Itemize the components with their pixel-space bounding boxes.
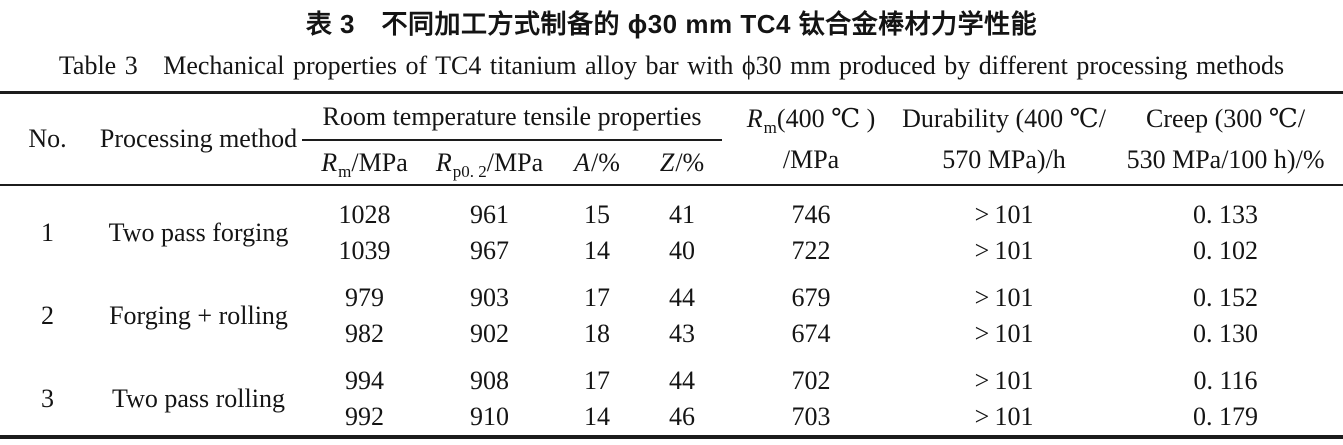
- rm-subscript: m: [338, 161, 352, 181]
- cell-reduction: 44: [669, 366, 696, 395]
- cell-rm-400: 674: [791, 319, 831, 348]
- rp02-symbol: R: [435, 147, 452, 177]
- cell-rm: 992: [345, 402, 384, 431]
- mechanical-properties-table: No. Processing method Room temperature t…: [0, 91, 1343, 439]
- cell-durability: > 101: [974, 319, 1034, 348]
- col-header-rm-400: Rm(400 ℃ ) /MPa: [722, 93, 900, 186]
- cell-rm: 1028: [338, 200, 391, 229]
- cell-rp02: 902: [470, 319, 509, 348]
- table-row: 982 902 18 43 674 > 101 0. 130: [0, 316, 1343, 352]
- cell-creep: 0. 102: [1193, 236, 1259, 265]
- cell-rp02: 903: [470, 283, 509, 312]
- col-group-header-tensile: Room temperature tensile properties: [302, 92, 723, 141]
- cell-rm: 982: [345, 319, 384, 348]
- a-symbol: A: [574, 147, 590, 177]
- paper-table-figure: 表 3 不同加工方式制备的 ϕ30 mm TC4 钛合金棒材力学性能 Table…: [0, 9, 1343, 445]
- a-unit: /%: [591, 147, 620, 177]
- cell-elongation: 17: [584, 366, 610, 395]
- table-row: 1039 967 14 40 722 > 101 0. 102: [0, 233, 1343, 269]
- header-row-1: No. Processing method Room temperature t…: [0, 92, 1343, 174]
- col-header-rm: Rm/MPa: [302, 140, 427, 185]
- page-body: { "titles": { "chinese": "表 3 不同加工方式制备的 …: [0, 9, 1343, 445]
- cell-reduction: 46: [669, 402, 696, 431]
- cell-no: 2: [41, 301, 54, 330]
- cell-rm: 994: [345, 366, 384, 395]
- rm-400-condition: (400 ℃ ): [776, 104, 876, 133]
- cell-durability: > 101: [974, 402, 1034, 431]
- cell-reduction: 44: [669, 283, 696, 312]
- table-row: 992 910 14 46 703 > 101 0. 179: [0, 399, 1343, 437]
- header-row-2: Rm/MPa Rp0. 2/MPa A/% Z/%: [0, 140, 1343, 185]
- durability-line2: 570 MPa)/h: [942, 145, 1066, 174]
- table-row: 3 Two pass rolling 994 908 17 44 702 > 1…: [0, 352, 1343, 413]
- cell-no: 3: [41, 384, 54, 413]
- col-header-durability: Durability (400 ℃/ 570 MPa)/h: [900, 93, 1108, 186]
- col-header-processing-method: Processing method: [99, 124, 298, 153]
- cell-no: 1: [41, 218, 54, 247]
- cell-reduction: 43: [669, 319, 696, 348]
- cell-rm: 1039: [338, 236, 391, 265]
- rm-unit: /MPa: [351, 147, 408, 177]
- creep-line1: Creep (300 ℃/: [1146, 104, 1306, 133]
- cell-creep: 0. 152: [1193, 283, 1259, 312]
- cell-creep: 0. 133: [1193, 200, 1259, 229]
- cell-reduction: 41: [669, 200, 696, 229]
- cell-durability: > 101: [974, 236, 1034, 265]
- cell-creep: 0. 116: [1193, 366, 1258, 395]
- col-header-no: No.: [28, 124, 67, 153]
- rp02-unit: /MPa: [486, 147, 544, 177]
- cell-rm-400: 722: [791, 236, 831, 265]
- cell-processing-method: Two pass forging: [108, 218, 289, 247]
- cell-rm-400: 703: [791, 402, 831, 431]
- col-header-reduction: Z/%: [642, 140, 722, 185]
- rm-400-line2: /MPa: [782, 145, 840, 174]
- table-header: No. Processing method Room temperature t…: [0, 92, 1343, 185]
- col-header-elongation: A/%: [552, 140, 642, 185]
- cell-durability: > 101: [974, 200, 1034, 229]
- col-header-rp02: Rp0. 2/MPa: [427, 140, 552, 185]
- cell-elongation: 17: [584, 283, 610, 312]
- rm-400-symbol: R: [746, 104, 763, 133]
- cell-elongation: 14: [584, 236, 610, 265]
- rm-400-line1: Rm(400 ℃ ): [722, 98, 900, 139]
- cell-rm-400: 702: [791, 366, 831, 395]
- table-caption-chinese: 表 3 不同加工方式制备的 ϕ30 mm TC4 钛合金棒材力学性能: [305, 9, 1038, 39]
- cell-rp02: 910: [470, 402, 509, 431]
- cell-elongation: 14: [584, 402, 610, 431]
- cell-rm: 979: [345, 283, 384, 312]
- table-group-2: 2 Forging + rolling 979 903 17 44 679 > …: [0, 269, 1343, 352]
- durability-line1: Durability (400 ℃/: [902, 104, 1106, 133]
- col-header-creep: Creep (300 ℃/ 530 MPa/100 h)/%: [1108, 93, 1343, 186]
- cell-rp02: 967: [470, 236, 509, 265]
- cell-creep: 0. 130: [1193, 319, 1259, 348]
- z-unit: /%: [675, 147, 705, 177]
- cell-rp02: 908: [470, 366, 509, 395]
- cell-elongation: 18: [584, 319, 610, 348]
- table-row: 2 Forging + rolling 979 903 17 44 679 > …: [0, 269, 1343, 330]
- cell-processing-method: Forging + rolling: [109, 301, 288, 330]
- cell-elongation: 15: [584, 200, 610, 229]
- cell-processing-method: Two pass rolling: [112, 384, 285, 413]
- creep-line2: 530 MPa/100 h)/%: [1126, 145, 1325, 174]
- table-group-1: 1 Two pass forging 1028 961 15 41 746 > …: [0, 185, 1343, 269]
- cell-durability: > 101: [974, 366, 1034, 395]
- table-group-3: 3 Two pass rolling 994 908 17 44 702 > 1…: [0, 352, 1343, 437]
- rm-symbol: R: [321, 147, 338, 177]
- rp02-subscript: p0. 2: [452, 161, 487, 181]
- rm-400-subscript: m: [763, 118, 777, 137]
- cell-rm-400: 746: [791, 200, 831, 229]
- z-symbol: Z: [659, 147, 675, 177]
- cell-durability: > 101: [974, 283, 1034, 312]
- cell-rp02: 961: [470, 200, 509, 229]
- cell-creep: 0. 179: [1193, 402, 1259, 431]
- cell-reduction: 40: [669, 236, 696, 265]
- table-row: 1 Two pass forging 1028 961 15 41 746 > …: [0, 185, 1343, 247]
- cell-rm-400: 679: [791, 283, 831, 312]
- table-caption-english: Table 3 Mechanical properties of TC4 tit…: [58, 51, 1285, 80]
